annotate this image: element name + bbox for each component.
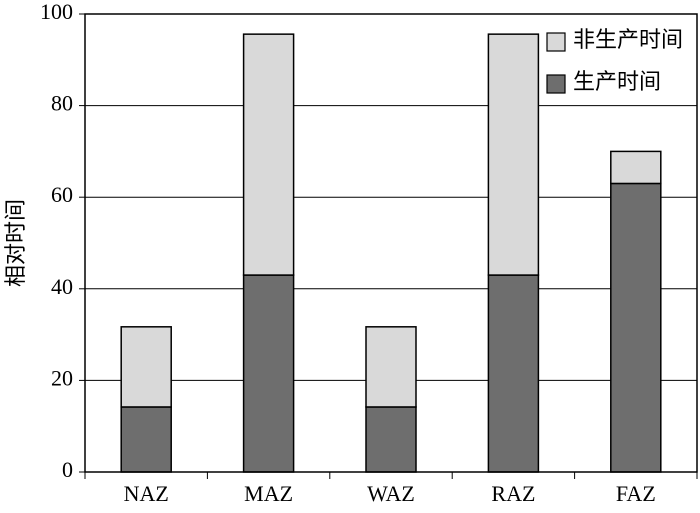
- x-tick-label: WAZ: [367, 481, 415, 506]
- x-tick-label: NAZ: [124, 481, 169, 506]
- bar-segment: [487, 274, 540, 473]
- bar-segment: [610, 182, 662, 473]
- bar-segment: [120, 326, 172, 408]
- legend-label: 生产时间: [573, 69, 661, 94]
- x-tick-label: RAZ: [491, 481, 535, 506]
- bar-segment: [487, 33, 540, 276]
- y-tick-label: 100: [40, 0, 73, 24]
- bar-segment: [610, 150, 662, 185]
- bar-segment: [365, 406, 417, 473]
- y-tick-label: 80: [51, 91, 73, 116]
- legend-swatch: [546, 74, 566, 94]
- x-tick-label: FAZ: [616, 481, 656, 506]
- bar-segment: [242, 274, 295, 473]
- bar-segment: [120, 406, 172, 473]
- legend-label: 非生产时间: [573, 27, 683, 52]
- bar-segment: [365, 326, 417, 408]
- plot-frame: [84, 13, 698, 473]
- y-tick-label: 60: [51, 182, 73, 207]
- legend-swatch: [546, 32, 566, 52]
- y-tick-label: 40: [51, 274, 73, 299]
- y-tick-label: 0: [62, 457, 73, 482]
- y-axis-label: 相对时间: [3, 199, 28, 287]
- x-tick-label: MAZ: [244, 481, 293, 506]
- bar-segment: [242, 33, 295, 276]
- y-tick-label: 20: [51, 365, 73, 390]
